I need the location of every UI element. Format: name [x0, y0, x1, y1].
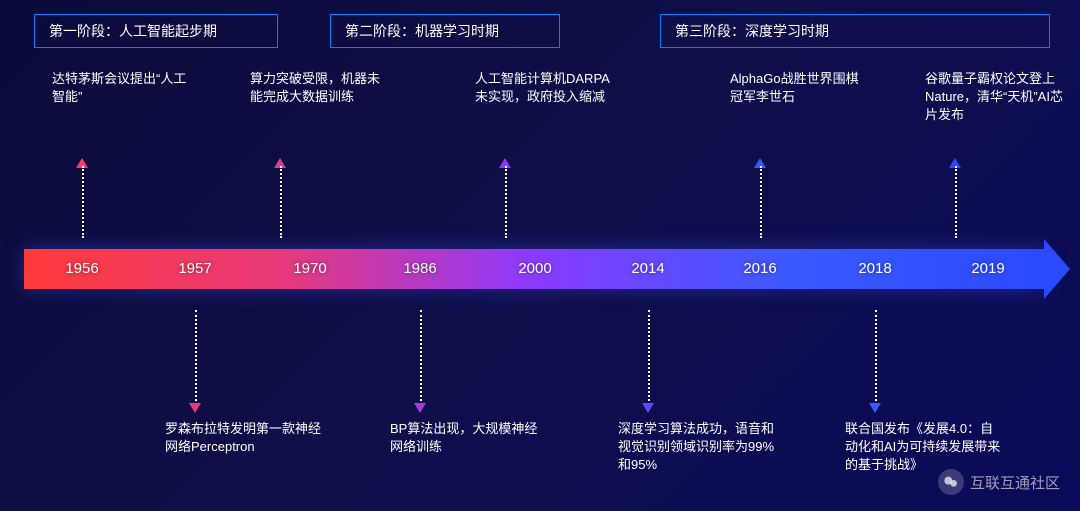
event-below-text-1: BP算法出现，大规模神经网络训练 — [390, 420, 550, 456]
watermark-text: 互联互通社区 — [970, 472, 1060, 493]
event-above-text-4: 谷歌量子霸权论文登上Nature，清华“天机”AI芯片发布 — [925, 70, 1065, 125]
event-above-connector-4 — [955, 166, 957, 238]
event-above-connector-1 — [280, 166, 282, 238]
year-label-6: 2016 — [743, 260, 776, 277]
event-below-marker-1 — [414, 403, 426, 413]
event-below-marker-2 — [642, 403, 654, 413]
event-above-text-0: 达特茅斯会议提出“人工智能” — [52, 70, 192, 106]
year-label-1: 1957 — [178, 260, 211, 277]
event-below-marker-0 — [189, 403, 201, 413]
year-label-8: 2019 — [971, 260, 1004, 277]
event-below-connector-1 — [420, 310, 422, 405]
event-below-marker-3 — [869, 403, 881, 413]
watermark: 互联互通社区 — [938, 469, 1060, 495]
stage-box-0: 第一阶段：人工智能起步期 — [34, 14, 278, 48]
stage-box-2: 第三阶段：深度学习时期 — [660, 14, 1050, 48]
event-above-text-3: AlphaGo战胜世界围棋冠军李世石 — [730, 70, 870, 106]
event-below-text-0: 罗森布拉特发明第一款神经网络Perceptron — [165, 420, 325, 456]
event-below-connector-0 — [195, 310, 197, 405]
year-label-5: 2014 — [631, 260, 664, 277]
year-label-3: 1986 — [403, 260, 436, 277]
event-below-connector-3 — [875, 310, 877, 405]
event-below-text-3: 联合国发布《发展4.0：自动化和AI为可持续发展带来的基于挑战》 — [845, 420, 1005, 475]
event-above-connector-0 — [82, 166, 84, 238]
event-above-connector-3 — [760, 166, 762, 238]
event-above-text-1: 算力突破受限，机器未能完成大数据训练 — [250, 70, 390, 106]
year-label-0: 1956 — [65, 260, 98, 277]
year-label-7: 2018 — [858, 260, 891, 277]
event-below-connector-2 — [648, 310, 650, 405]
year-label-2: 1970 — [293, 260, 326, 277]
event-below-text-2: 深度学习算法成功，语音和视觉识别领域识别率为99%和95% — [618, 420, 778, 475]
timeline-arrow — [1044, 239, 1070, 299]
event-above-text-2: 人工智能计算机DARPA未实现，政府投入缩减 — [475, 70, 615, 106]
stage-box-1: 第二阶段：机器学习时期 — [330, 14, 560, 48]
year-label-4: 2000 — [518, 260, 551, 277]
event-above-connector-2 — [505, 166, 507, 238]
wechat-icon — [938, 469, 964, 495]
